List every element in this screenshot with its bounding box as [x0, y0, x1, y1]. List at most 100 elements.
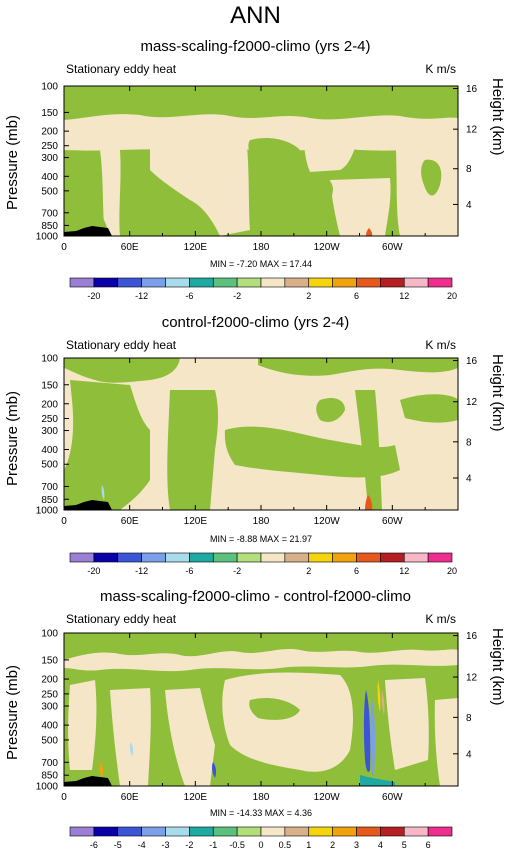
y-tick-label: 200: [41, 127, 58, 138]
y-tick-label: 150: [41, 108, 58, 119]
y-tick-label: 400: [41, 721, 58, 732]
y-tick-label: 1000: [36, 782, 59, 793]
colorbar-swatch: [141, 826, 166, 837]
x-tick-label: 180: [253, 242, 270, 253]
colorbar-label: -12: [135, 566, 148, 576]
y2-tick-label: 12: [466, 673, 478, 684]
panel-3-plot-area: [63, 632, 459, 787]
panel-1-contour-field: [64, 114, 458, 236]
y-tick-label: 1000: [36, 232, 59, 243]
colorbar-swatch: [284, 552, 310, 563]
y-tick-label: 100: [41, 354, 58, 365]
y-tick-label: 150: [41, 380, 58, 391]
y-tick-label: 1000: [36, 506, 59, 517]
colorbar-swatch: [117, 277, 142, 288]
colorbar-swatch: [165, 826, 190, 837]
x-tick-label: 60E: [121, 516, 139, 527]
y-tick-label: 850: [41, 771, 58, 782]
colorbar-swatch: [93, 552, 119, 563]
colorbar-swatch: [69, 552, 95, 563]
colorbar-swatch: [165, 277, 190, 288]
x-tick-label: 60W: [382, 792, 403, 803]
x-tick-label: 60W: [382, 242, 403, 253]
panel-2-units: K m/s: [425, 338, 456, 352]
y-tick-label: 150: [41, 655, 58, 666]
colorbar-swatch: [117, 826, 142, 837]
panel-1-variable: Stationary eddy heat: [66, 62, 177, 76]
colorbar-swatch: [69, 277, 95, 288]
y2-tick-label: 8: [466, 437, 472, 448]
colorbar-label: 6: [426, 840, 431, 850]
panel-2-colorbar: -20 -12 -6 -2 2 6 12 20: [69, 552, 457, 576]
colorbar-swatch: [284, 826, 310, 837]
y-tick-label: 300: [41, 701, 58, 712]
panel-3-contour-field: [64, 649, 458, 786]
colorbar-swatch: [212, 826, 238, 837]
colorbar-label: 6: [354, 566, 359, 576]
panel-2-plot-area: [63, 357, 459, 511]
colorbar-swatch: [212, 277, 238, 288]
y-tick-label: 500: [41, 186, 58, 197]
panel-1-colorbar: -20 -12 -6 -2 2 6 12 20: [69, 277, 457, 301]
x-tick-label: 60W: [382, 516, 403, 527]
colorbar-swatch: [332, 277, 357, 288]
y-tick-label: 300: [41, 426, 58, 437]
x-tick-label: 0: [61, 242, 67, 253]
panel-2-variable: Stationary eddy heat: [66, 338, 177, 352]
colorbar-swatch: [260, 826, 286, 837]
colorbar-label: 20: [447, 291, 457, 301]
colorbar-swatch: [427, 826, 453, 837]
panel-3-land-mask: [64, 776, 112, 786]
colorbar-swatch: [403, 552, 429, 563]
y-tick-label: 700: [41, 482, 58, 493]
colorbar-label: -0.5: [229, 840, 245, 850]
colorbar-label: 0: [258, 840, 263, 850]
y-tick-label: 100: [41, 82, 58, 93]
colorbar-label: 0.5: [279, 840, 292, 850]
colorbar-swatch: [93, 277, 119, 288]
colorbar-swatch: [403, 826, 429, 837]
y-tick-label: 700: [41, 208, 58, 219]
colorbar-label: -5: [114, 840, 122, 850]
colorbar-swatch: [332, 826, 357, 837]
colorbar-swatch: [260, 552, 286, 563]
colorbar-label: 12: [399, 291, 409, 301]
colorbar-label: 4: [378, 840, 383, 850]
colorbar-swatch: [380, 826, 405, 837]
y-tick-label: 250: [41, 414, 58, 425]
colorbar-swatch: [284, 277, 310, 288]
colorbar-swatch: [236, 552, 262, 563]
y-tick-label: 250: [41, 689, 58, 700]
panel-1-land-mask: [64, 226, 112, 236]
colorbar-label: 6: [354, 291, 359, 301]
colorbar-swatch: [356, 277, 381, 288]
panel-3-variable: Stationary eddy heat: [66, 612, 177, 626]
y2-tick-label: 8: [466, 164, 472, 175]
y2-tick-label: 4: [466, 749, 472, 760]
colorbar-swatch: [380, 277, 405, 288]
colorbar-swatch: [117, 552, 142, 563]
x-tick-label: 180: [253, 516, 270, 527]
colorbar-label: 20: [447, 566, 457, 576]
main-title: ANN: [230, 2, 281, 29]
panel-2-title: control-f2000-climo (yrs 2-4): [161, 314, 350, 331]
colorbar-label: -2: [233, 291, 241, 301]
colorbar-label: -6: [90, 840, 98, 850]
colorbar-swatch: [403, 277, 429, 288]
colorbar-label: -1: [209, 840, 217, 850]
y2-tick-label: 8: [466, 713, 472, 724]
colorbar-swatch: [308, 826, 333, 837]
panel-2-land-mask: [64, 500, 112, 510]
y2-tick-label: 4: [466, 474, 472, 485]
colorbar-swatch: [93, 826, 119, 837]
panel-3-title: mass-scaling-f2000-climo - control-f2000…: [100, 588, 411, 605]
colorbar-swatch: [356, 552, 381, 563]
y-tick-label: 500: [41, 735, 58, 746]
colorbar-swatch: [141, 277, 166, 288]
panel-1-title: mass-scaling-f2000-climo (yrs 2-4): [140, 38, 371, 55]
y-tick-label: 700: [41, 758, 58, 769]
colorbar-label: -6: [185, 291, 193, 301]
colorbar-label: 2: [306, 566, 311, 576]
x-tick-label: 120W: [314, 792, 341, 803]
y-tick-label: 250: [41, 141, 58, 152]
